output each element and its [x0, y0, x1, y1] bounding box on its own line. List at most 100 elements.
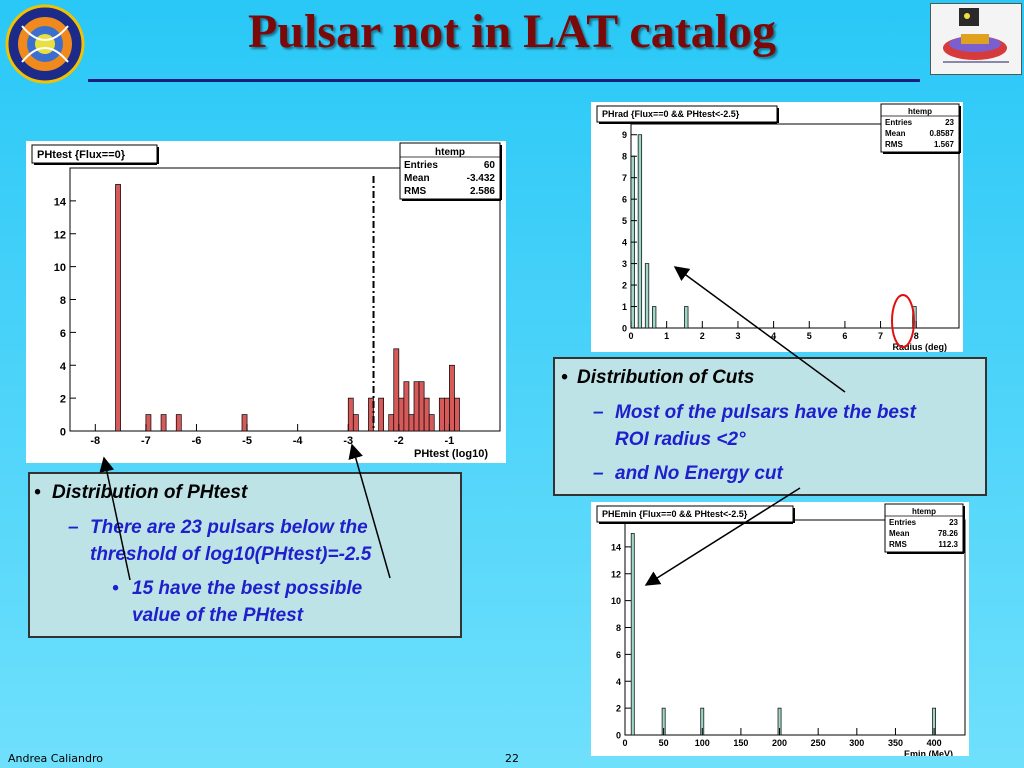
phtest-item-1-line-1: There are 23 pulsars below the: [90, 517, 368, 538]
histogram-bar: [423, 397, 430, 432]
x-tick-label: -8: [90, 435, 100, 447]
y-tick-label: 4: [622, 238, 627, 248]
y-tick-label: 8: [60, 295, 66, 307]
x-tick-label: 1: [664, 331, 669, 341]
x-tick-label: 7: [878, 331, 883, 341]
x-tick-label: -3: [343, 435, 353, 447]
histogram-bar: [398, 397, 405, 432]
slide-title: Pulsar not in LAT catalog: [247, 5, 777, 58]
x-tick-label: 250: [811, 738, 826, 748]
stats-value: -3.432: [467, 173, 496, 184]
x-tick-label: 300: [849, 738, 864, 748]
stats-box: [884, 503, 964, 553]
stats-label: Mean: [404, 173, 430, 184]
stats-value: 2.586: [470, 186, 495, 197]
x-tick-label: 4: [771, 331, 776, 341]
phtest-item-2-line-1: 15 have the best possible: [132, 578, 363, 599]
histogram-bar: [637, 134, 643, 329]
title-underline: [88, 79, 920, 82]
histogram-bar: [454, 397, 460, 432]
x-axis-label: Radius (deg): [892, 342, 947, 352]
y-tick-label: 2: [60, 394, 66, 406]
histogram-bar: [413, 381, 420, 432]
stats-label: RMS: [404, 186, 427, 197]
stats-value: 78.26: [938, 529, 959, 538]
phemin-histogram-svg: 0 2 4 6 8 10 12 14 0 50 100 150 200 250 300 350 400Emin …: [596, 503, 966, 756]
histogram-bar: [160, 414, 167, 432]
stats-label: Entries: [885, 118, 913, 127]
y-tick-label: 12: [54, 229, 66, 241]
y-tick-label: 9: [622, 130, 627, 140]
x-tick-label: 150: [733, 738, 748, 748]
phtest-item-1-line-2: threshold of log10(PHtest)=-2.5: [90, 544, 372, 565]
phemin-histogram: 0 2 4 6 8 10 12 14 0 50 100 150 200 250 300 350 400 Emin …: [591, 502, 969, 756]
stats-label: Mean: [885, 129, 906, 138]
histogram-bar: [684, 306, 689, 329]
phtest-heading: Distribution of PHtest: [52, 482, 248, 503]
footer-author: Andrea Caliandro: [8, 752, 104, 765]
histogram-bar: [444, 397, 450, 432]
dash-marker: –: [68, 517, 79, 538]
x-tick-label: 200: [772, 738, 787, 748]
y-tick-label: 5: [622, 216, 627, 226]
plot-frame: [69, 167, 501, 432]
y-tick-label: 10: [54, 262, 66, 274]
stats-name: htemp: [912, 507, 936, 516]
x-tick-label: 6: [842, 331, 847, 341]
x-tick-label: 5: [807, 331, 812, 341]
phrad-histogram: 0 1 2 3 4 5 6 7 8 9 0 1 2 3 4 5 6 7 8 Radius (deg) PHrad {Fl…: [591, 102, 963, 352]
stats-box: [399, 142, 501, 200]
histogram-bar: [428, 414, 435, 432]
x-tick-label: -6: [192, 435, 202, 447]
stats-value: 1.567: [934, 140, 955, 149]
y-tick-label: 12: [611, 569, 621, 579]
histogram-bar: [352, 414, 359, 432]
stats-value: 23: [945, 118, 954, 127]
x-tick-label: 0: [628, 331, 633, 341]
stats-label: RMS: [889, 540, 907, 549]
plot-frame: [630, 123, 960, 329]
stats-value: 60: [484, 160, 496, 171]
x-tick-label: 50: [659, 738, 669, 748]
histogram-bar: [388, 414, 395, 432]
x-tick-label: 3: [735, 331, 740, 341]
dash-marker: –: [593, 463, 604, 484]
y-tick-label: 14: [611, 542, 621, 552]
histogram-bar: [175, 414, 182, 432]
y-tick-label: 0: [60, 427, 66, 439]
cuts-item-1-line-1: Most of the pulsars have the best: [615, 402, 916, 423]
stats-value: 23: [949, 518, 958, 527]
histogram-bar: [241, 414, 248, 432]
histogram-bar: [368, 397, 374, 432]
stats-label: Entries: [889, 518, 917, 527]
phtest-item-2-line-2: value of the PHtest: [132, 605, 304, 626]
histogram-bar: [378, 397, 384, 432]
chart-title: PHtest {Flux==0}: [37, 149, 126, 161]
y-tick-label: 6: [616, 650, 621, 660]
histogram-bar: [449, 364, 455, 432]
x-tick-label: 350: [888, 738, 903, 748]
phtest-histogram: 0 2 4 6 8 10 12 14 -8 -7 -6 -5 -4 -3 -2 -1 PHtest (log10…: [26, 141, 506, 463]
x-tick-label: 8: [914, 331, 919, 341]
y-tick-label: 0: [622, 324, 627, 334]
chart-title: PHrad {Flux==0 && PHtest<-2.5}: [602, 109, 740, 119]
cuts-item-2: and No Energy cut: [615, 463, 783, 484]
glast-spacecraft-logo: [930, 3, 1022, 75]
stats-value: 0.8587: [930, 129, 955, 138]
histogram-bar: [347, 397, 354, 432]
histogram-bar: [912, 306, 917, 329]
y-tick-label: 8: [616, 623, 621, 633]
x-tick-label: -4: [293, 435, 304, 447]
bullet-marker: •: [561, 367, 568, 388]
histogram-bar: [403, 381, 410, 432]
histogram-bar: [418, 381, 425, 432]
x-tick-label: -1: [445, 435, 455, 447]
x-tick-label: 400: [927, 738, 942, 748]
bullet-marker: •: [34, 482, 41, 503]
histogram-bar: [115, 184, 121, 432]
histogram-bar: [630, 533, 635, 736]
y-tick-label: 14: [54, 196, 67, 208]
x-tick-label: -7: [141, 435, 151, 447]
histogram-bar: [145, 414, 152, 432]
stats-label: Mean: [889, 529, 910, 538]
